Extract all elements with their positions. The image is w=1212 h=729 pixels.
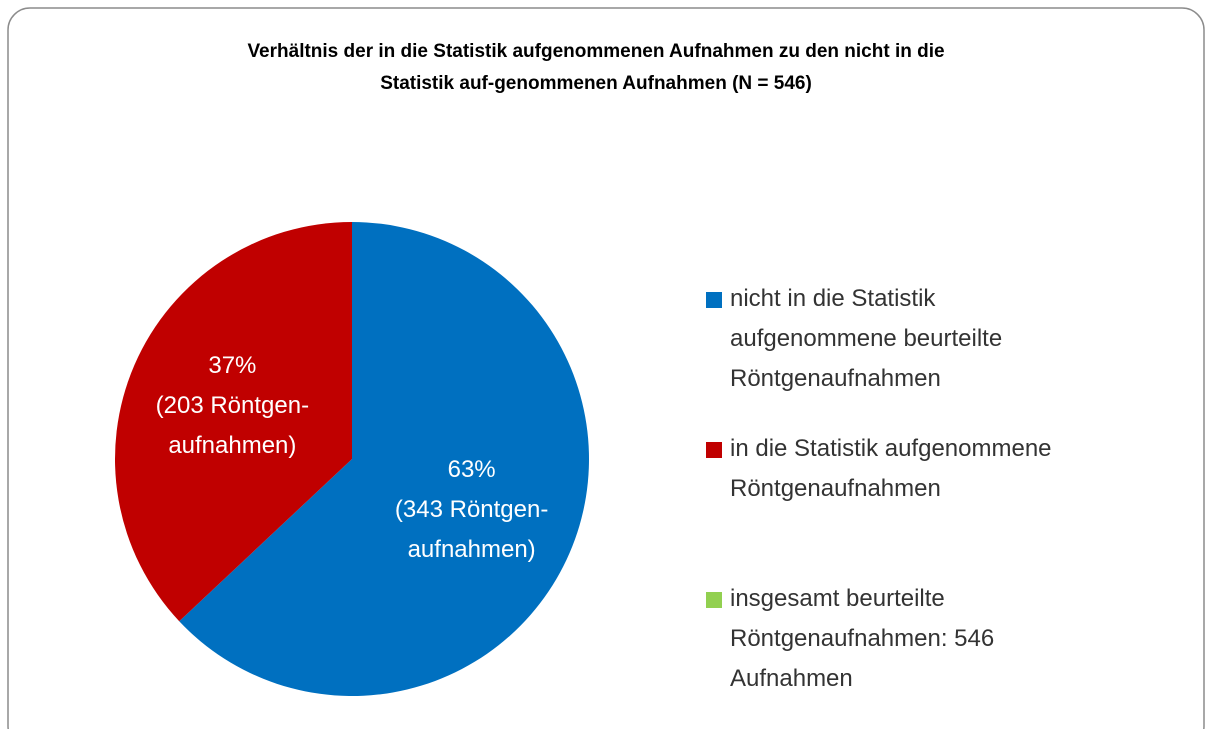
data-label: 37% (203 Röntgen-aufnahmen) <box>156 353 309 460</box>
data-label: 63% (343 Röntgen-aufnahmen) <box>395 456 548 563</box>
pie-slice <box>114 221 352 622</box>
pie-slice <box>179 222 589 696</box>
legend: nicht in die Statistik aufgenommene beurt… <box>706 285 1052 692</box>
pie: 63% (343 Röntgen-aufnahmen) 37% (203 Röntge… <box>114 221 589 696</box>
legend-swatch <box>706 442 722 458</box>
legend-swatch <box>706 592 722 608</box>
legend-label: insgesamt beurteilte Röntgenaufnahmen: 54… <box>730 585 994 692</box>
chart-title: Verhältnis der in die Statistik aufgenom… <box>247 41 944 94</box>
legend-swatch <box>706 292 722 308</box>
legend-label: in die Statistik aufgenommene Röntgenaufn… <box>730 435 1052 502</box>
legend-label: nicht in die Statistik aufgenommene beurt… <box>730 285 1002 392</box>
